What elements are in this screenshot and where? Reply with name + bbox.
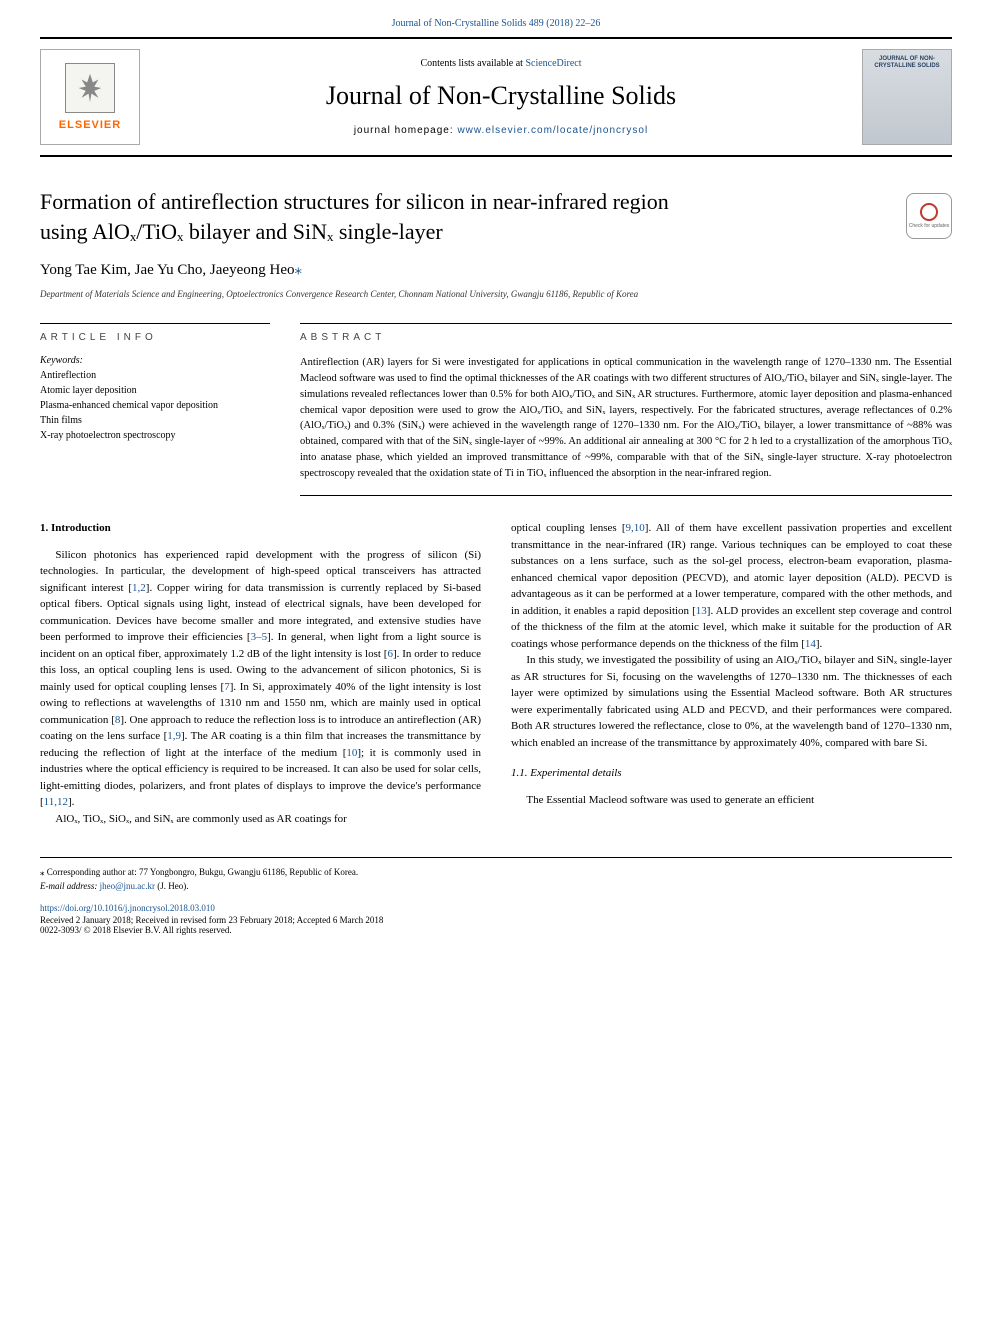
- journal-title: Journal of Non-Crystalline Solids: [160, 81, 842, 111]
- email-line: E-mail address: jheo@jnu.ac.kr (J. Heo).: [40, 880, 952, 894]
- journal-banner: ELSEVIER Contents lists available at Sci…: [40, 37, 952, 157]
- ref-link[interactable]: 10: [346, 747, 357, 759]
- homepage-prefix: journal homepage:: [354, 125, 458, 136]
- author-list: Yong Tae Kim, Jae Yu Cho, Jaeyeong Heo: [40, 262, 294, 278]
- title-line-1: Formation of antireflection structures f…: [40, 189, 669, 214]
- corresponding-note: ⁎ Corresponding author at: 77 Yongbongro…: [40, 866, 952, 880]
- doi-link[interactable]: https://doi.org/10.1016/j.jnoncrysol.201…: [40, 903, 215, 913]
- abstract-text: Antireflection (AR) layers for Si were i…: [300, 355, 952, 496]
- cover-title: JOURNAL OF NON-CRYSTALLINE SOLIDS: [865, 56, 949, 70]
- sciencedirect-link[interactable]: ScienceDirect: [525, 58, 581, 69]
- abstract-column: ABSTRACT Antireflection (AR) layers for …: [300, 323, 952, 496]
- experimental-heading: 1.1. Experimental details: [511, 765, 952, 782]
- keyword-item: Antireflection: [40, 368, 270, 383]
- title-line-2: using AlOₓ/TiOₓ bilayer and SiNₓ single-…: [40, 219, 443, 244]
- info-abstract-row: ARTICLE INFO Keywords: Antireflection At…: [40, 323, 952, 496]
- email-label: E-mail address:: [40, 881, 100, 891]
- ref-link[interactable]: 3–5: [251, 631, 268, 643]
- ref-link[interactable]: 14: [805, 638, 816, 650]
- keyword-item: Thin films: [40, 413, 270, 428]
- article-info-column: ARTICLE INFO Keywords: Antireflection At…: [40, 323, 270, 496]
- elsevier-tree-icon: [65, 63, 115, 113]
- article-info-heading: ARTICLE INFO: [40, 323, 270, 343]
- top-citation: Journal of Non-Crystalline Solids 489 (2…: [0, 0, 992, 37]
- body-column-right: optical coupling lenses [9,10]. All of t…: [511, 520, 952, 827]
- keywords-label: Keywords:: [40, 355, 270, 366]
- check-updates-badge[interactable]: Check for updates: [906, 193, 952, 239]
- footnotes: ⁎ Corresponding author at: 77 Yongbongro…: [40, 857, 952, 893]
- publisher-logo: ELSEVIER: [40, 49, 140, 145]
- received-line: Received 2 January 2018; Received in rev…: [40, 915, 952, 925]
- body-column-left: 1. Introduction Silicon photonics has ex…: [40, 520, 481, 827]
- email-link[interactable]: jheo@jnu.ac.kr: [100, 881, 155, 891]
- keyword-item: Plasma-enhanced chemical vapor depositio…: [40, 398, 270, 413]
- ref-link[interactable]: 1,2: [132, 582, 146, 594]
- ref-link[interactable]: 1,9: [167, 730, 181, 742]
- doi-line: https://doi.org/10.1016/j.jnoncrysol.201…: [40, 903, 952, 913]
- email-suffix: (J. Heo).: [155, 881, 189, 891]
- keyword-item: X-ray photoelectron spectroscopy: [40, 428, 270, 443]
- body-columns: 1. Introduction Silicon photonics has ex…: [40, 520, 952, 827]
- contents-prefix: Contents lists available at: [420, 58, 525, 69]
- publisher-name: ELSEVIER: [59, 119, 121, 131]
- body-paragraph: The Essential Macleod software was used …: [511, 792, 952, 809]
- body-text: ]. All of them have excellent passivatio…: [511, 522, 952, 617]
- body-text: ].: [68, 796, 74, 808]
- body-text: optical coupling lenses [: [511, 522, 626, 534]
- banner-center: Contents lists available at ScienceDirec…: [160, 49, 842, 145]
- affiliation: Department of Materials Science and Engi…: [40, 289, 952, 299]
- body-paragraph: Silicon photonics has experienced rapid …: [40, 547, 481, 811]
- copyright-line: 0022-3093/ © 2018 Elsevier B.V. All righ…: [40, 925, 952, 935]
- corresponding-asterisk-link[interactable]: ⁎: [294, 262, 302, 278]
- article-title: Formation of antireflection structures f…: [40, 187, 952, 246]
- article-header: Check for updates Formation of antirefle…: [40, 187, 952, 299]
- ref-link[interactable]: 9,10: [626, 522, 645, 534]
- ref-link[interactable]: 13: [696, 605, 707, 617]
- authors: Yong Tae Kim, Jae Yu Cho, Jaeyeong Heo⁎: [40, 260, 952, 279]
- check-updates-label: Check for updates: [909, 223, 950, 229]
- contents-line: Contents lists available at ScienceDirec…: [160, 58, 842, 69]
- homepage-line: journal homepage: www.elsevier.com/locat…: [160, 125, 842, 136]
- check-mark-icon: [920, 203, 938, 221]
- top-citation-link[interactable]: Journal of Non-Crystalline Solids 489 (2…: [392, 18, 601, 29]
- keyword-item: Atomic layer deposition: [40, 383, 270, 398]
- introduction-heading: 1. Introduction: [40, 520, 481, 537]
- body-paragraph: optical coupling lenses [9,10]. All of t…: [511, 520, 952, 652]
- ref-link[interactable]: 11,12: [44, 796, 68, 808]
- body-text: ].: [816, 638, 822, 650]
- body-paragraph: In this study, we investigated the possi…: [511, 652, 952, 751]
- abstract-heading: ABSTRACT: [300, 323, 952, 343]
- homepage-link[interactable]: www.elsevier.com/locate/jnoncrysol: [457, 125, 648, 136]
- journal-cover-thumbnail: JOURNAL OF NON-CRYSTALLINE SOLIDS: [862, 49, 952, 145]
- body-paragraph: AlOₓ, TiOₓ, SiOₓ, and SiNₓ are commonly …: [40, 811, 481, 828]
